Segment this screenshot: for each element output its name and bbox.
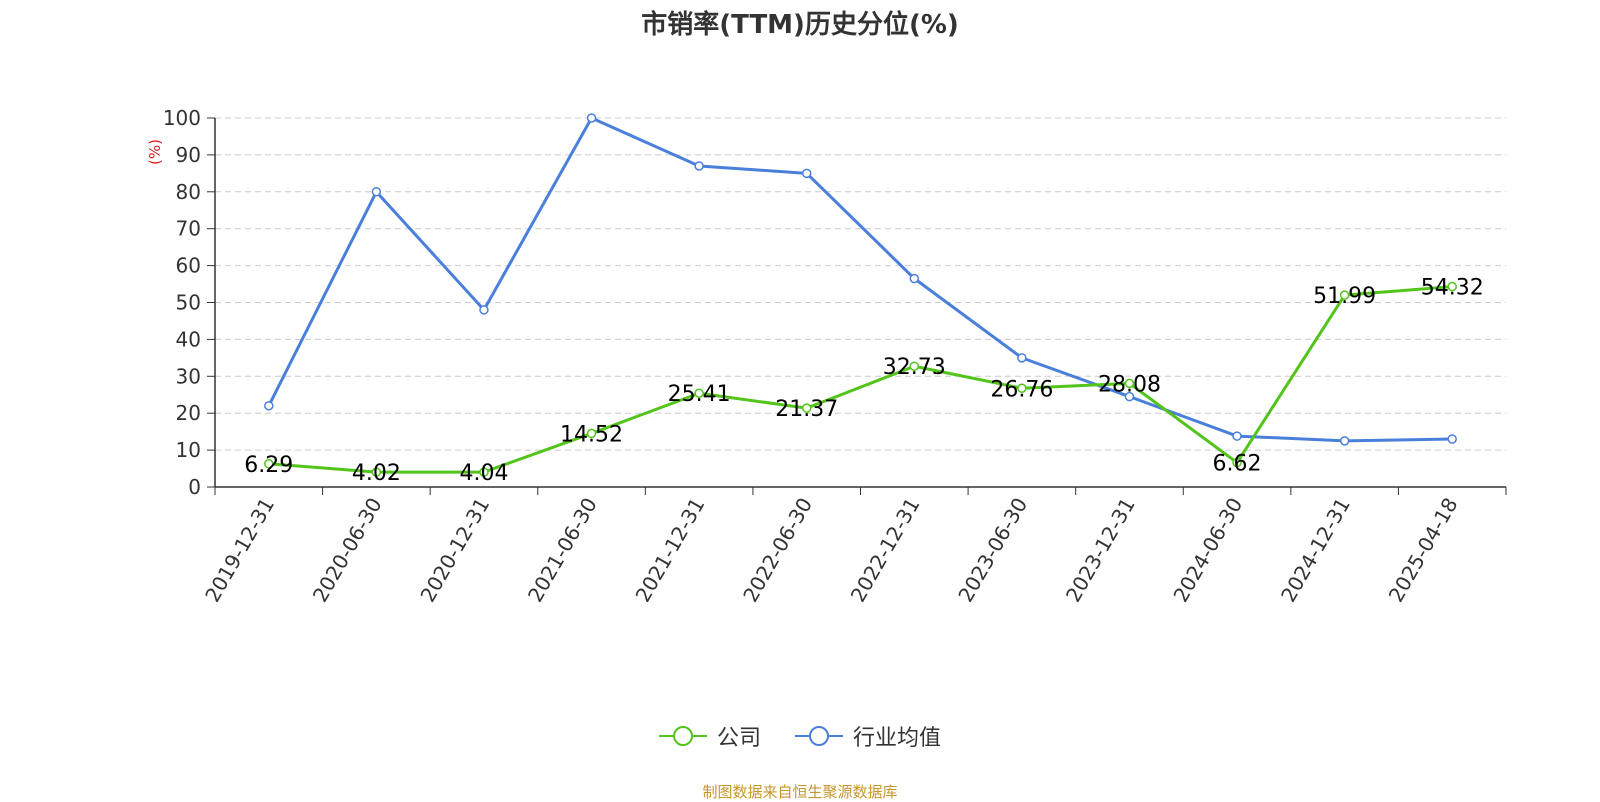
company-data-point [264, 459, 274, 469]
x-tick-label: 2020-12-31 [415, 494, 494, 607]
x-tick-label: 2020-06-30 [308, 494, 387, 607]
x-tick-label: 2024-12-31 [1276, 494, 1355, 607]
legend-item-company[interactable]: 公司 [658, 720, 761, 752]
x-tick-label: 2022-12-31 [846, 494, 925, 607]
data-label: 51.99 [1313, 284, 1376, 309]
data-label: 4.02 [352, 461, 401, 486]
y-tick-label: 30 [176, 364, 201, 388]
industry-data-point [1232, 431, 1242, 441]
legend-company-marker [658, 726, 707, 746]
data-label: 26.76 [990, 377, 1053, 402]
data-label: 54.32 [1421, 276, 1484, 301]
y-tick-label: 0 [188, 475, 201, 499]
y-tick-label: 80 [176, 180, 201, 204]
y-tick-label: 20 [176, 401, 201, 425]
data-label: 6.29 [244, 453, 293, 478]
legend-industry-label: 行业均值 [853, 726, 942, 751]
x-tick-label: 2024-06-30 [1168, 494, 1247, 607]
y-tick-label: 50 [176, 291, 201, 315]
legend-item-industry[interactable]: 行业均值 [795, 720, 941, 752]
industry-data-point [479, 305, 489, 315]
company-data-point [694, 388, 704, 398]
y-tick-label: 10 [176, 438, 201, 462]
company-data-point [1124, 378, 1135, 389]
x-tick-label: 2019-12-31 [200, 494, 279, 607]
company-data-point [1447, 281, 1457, 292]
y-tick-label: 40 [176, 327, 201, 351]
industry-data-point [801, 168, 812, 179]
company-data-point [1017, 383, 1027, 394]
y-tick-label: 90 [176, 143, 201, 167]
company-data-point [1339, 290, 1350, 300]
legend-industry-marker [795, 726, 843, 746]
x-tick-label: 2021-06-30 [523, 494, 602, 607]
data-label: 14.52 [560, 422, 623, 447]
y-tick-label: 70 [176, 217, 201, 241]
data-label: 25.41 [668, 382, 731, 407]
industry-data-point [909, 273, 920, 284]
industry-data-point [264, 401, 274, 411]
industry-data-point [1124, 391, 1135, 402]
company-data-point [371, 467, 382, 477]
x-tick-label: 2025-04-18 [1384, 494, 1463, 607]
y-axis-label: (%) [146, 139, 164, 165]
chart-title: 市销率(TTM)历史分位(%) [641, 10, 959, 40]
data-label: 28.08 [1098, 372, 1161, 397]
source-note: 制图数据来自恒生聚源数据库 [702, 783, 898, 801]
company-data-point [801, 403, 812, 413]
legend: 公司 行业均值 [0, 720, 1600, 752]
data-label: 32.73 [883, 355, 946, 380]
company-data-point [586, 428, 597, 439]
x-tick-label: 2021-12-31 [631, 494, 710, 607]
company-data-point [479, 467, 489, 477]
industry-data-point [371, 187, 382, 197]
data-label: 6.62 [1213, 452, 1262, 477]
industry-data-point [1017, 353, 1027, 363]
x-tick-label: 2023-06-30 [953, 494, 1032, 607]
y-tick-label: 100 [163, 106, 201, 130]
industry-data-point [694, 161, 704, 171]
industry-data-point [1339, 436, 1350, 446]
data-label: 21.37 [775, 397, 838, 422]
x-tick-label: 2022-06-30 [738, 494, 817, 607]
data-label: 4.04 [459, 461, 508, 486]
y-tick-label: 60 [176, 254, 201, 278]
industry-data-point [1447, 434, 1457, 444]
x-tick-label: 2023-12-31 [1061, 494, 1140, 607]
company-data-point [1232, 457, 1242, 468]
company-data-point [909, 361, 920, 371]
industry-series-line [267, 116, 1453, 443]
company-series-line [268, 285, 1453, 474]
legend-company-label: 公司 [716, 726, 761, 751]
industry-data-point [586, 113, 597, 123]
